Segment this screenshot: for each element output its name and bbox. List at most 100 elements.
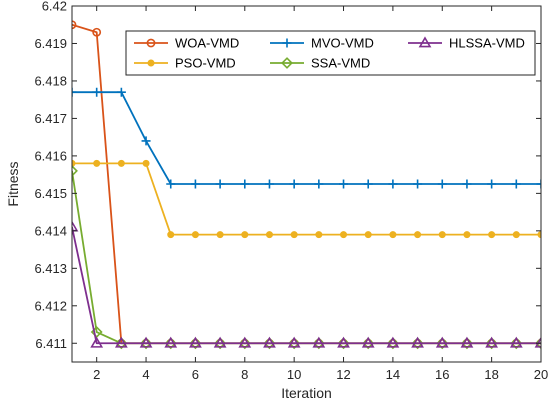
data-point [534, 336, 541, 348]
data-point [437, 179, 447, 189]
data-point [337, 337, 350, 350]
data-point [363, 179, 373, 189]
data-point [411, 337, 424, 350]
data-point [337, 336, 350, 348]
legend-box [125, 30, 536, 76]
legend-marker [281, 57, 293, 69]
data-point [435, 336, 449, 348]
data-point [264, 179, 274, 189]
data-point [240, 179, 250, 189]
y-tick-label: 6.414 [34, 223, 67, 238]
data-point [238, 336, 252, 348]
data-point [191, 231, 199, 239]
data-point [460, 336, 474, 348]
legend-label: SSA-VMD [311, 56, 370, 71]
series-line [72, 162, 541, 236]
data-point [315, 231, 323, 239]
data-point [189, 337, 202, 350]
y-tick-label: 6.411 [35, 336, 67, 351]
data-point [213, 336, 227, 348]
data-point [487, 179, 497, 189]
data-point [115, 337, 128, 350]
y-tick-label: 6.415 [34, 186, 67, 201]
x-tick-label: 12 [336, 367, 350, 382]
data-point [312, 337, 325, 350]
x-tick-label: 14 [386, 367, 400, 382]
data-point [142, 159, 150, 167]
data-point [288, 337, 301, 350]
data-point [362, 337, 375, 350]
data-point [536, 179, 541, 189]
data-point [72, 87, 77, 97]
data-point [339, 179, 349, 189]
data-point [263, 337, 276, 350]
legend-label: PSO-VMD [175, 56, 236, 71]
x-tick-label: 10 [287, 367, 301, 382]
y-tick-label: 6.413 [34, 261, 67, 276]
data-point [164, 336, 178, 348]
data-point [167, 231, 175, 239]
series-pso-vmd [72, 159, 541, 239]
data-point [92, 27, 102, 37]
data-point [364, 231, 372, 239]
data-point [72, 220, 79, 232]
y-tick-label: 6.417 [34, 111, 67, 126]
x-tick-label: 16 [435, 367, 449, 382]
data-point [438, 231, 446, 239]
data-point [386, 336, 400, 348]
legend-label: HLSSA-VMD [449, 36, 525, 51]
legend-entry-ssa-vmd: SSA-VMD [270, 56, 370, 71]
axes-layer: 2 4 6 8 10 12 14 16 18 20 6.411 6.412 6.413 6.414 6.41… [34, 0, 548, 382]
legend-marker [146, 38, 156, 48]
data-point [485, 337, 498, 350]
data-point [141, 136, 151, 146]
data-point [535, 337, 541, 350]
data-point [72, 164, 78, 177]
data-point [510, 337, 523, 350]
data-point [488, 231, 496, 239]
data-point [166, 179, 176, 189]
y-tick-label: 6.418 [34, 73, 67, 88]
x-axis-label: Iteration [281, 385, 332, 401]
data-point [436, 337, 449, 350]
legend-label: WOA-VMD [175, 36, 239, 51]
series-line [72, 226, 541, 345]
data-point [314, 179, 324, 189]
data-point [414, 231, 422, 239]
x-tick-label: 4 [142, 367, 149, 382]
data-point [388, 179, 398, 189]
data-point [485, 336, 499, 348]
data-point [509, 336, 523, 348]
data-point [340, 231, 348, 239]
y-tick-label: 6.42 [42, 0, 67, 14]
data-point [290, 231, 298, 239]
data-point [116, 87, 126, 97]
data-point [92, 87, 102, 97]
legend-marker [282, 38, 292, 48]
data-point [164, 337, 177, 350]
series-layer [72, 20, 541, 350]
data-point [117, 159, 125, 167]
y-axis-label: Fitness [5, 161, 21, 206]
data-point [215, 179, 225, 189]
legend-marker [418, 36, 432, 48]
data-point [511, 179, 521, 189]
data-point [462, 179, 472, 189]
data-point [287, 336, 301, 348]
data-point [263, 336, 276, 348]
data-point [512, 231, 520, 239]
x-tick-label: 8 [241, 367, 248, 382]
data-point [461, 337, 473, 350]
data-point [216, 231, 224, 239]
data-point [190, 179, 200, 189]
data-point [139, 336, 153, 348]
data-point [386, 337, 399, 350]
x-tick-label: 20 [534, 367, 548, 382]
series-mvo-vmd [72, 87, 541, 189]
y-tick-label: 6.419 [34, 36, 67, 51]
x-tick-label: 6 [192, 367, 199, 382]
legend-entry-woa-vmd: WOA-VMD [134, 36, 239, 51]
data-point [93, 159, 101, 167]
legend-entry-hlssa-vmd: HLSSA-VMD [408, 36, 525, 51]
